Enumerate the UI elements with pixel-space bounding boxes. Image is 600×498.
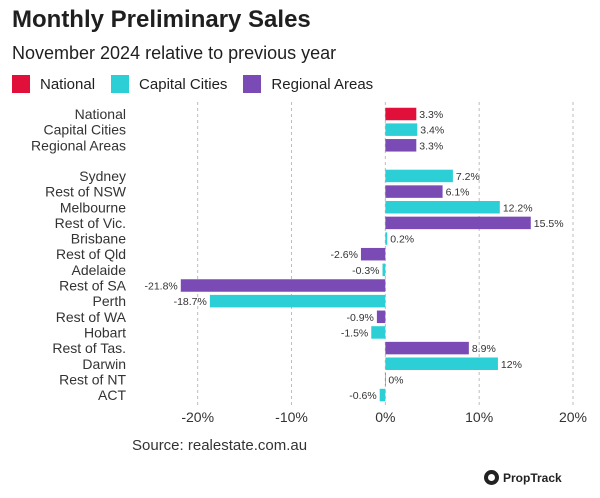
data-label: 12.2% xyxy=(503,202,533,214)
data-label: 7.2% xyxy=(456,171,480,183)
data-label: 6.1% xyxy=(446,187,470,199)
data-label: 12% xyxy=(501,359,522,371)
bar xyxy=(385,232,388,245)
legend-swatch-regional-areas xyxy=(243,75,262,93)
category-label: Hobart xyxy=(84,324,126,340)
data-label: 8.9% xyxy=(472,343,496,355)
legend-label-regional-areas: Regional Areas xyxy=(271,75,374,93)
bar xyxy=(385,139,417,152)
data-label: 0.2% xyxy=(390,234,414,246)
bar xyxy=(385,107,417,121)
data-label: 3.3% xyxy=(419,109,443,121)
x-tick-label: 10% xyxy=(465,409,493,425)
legend-item-capital-cities: Capital Cities xyxy=(111,75,227,93)
data-label: 3.3% xyxy=(419,140,443,152)
legend-item-regional-areas: Regional Areas xyxy=(243,75,373,93)
bar xyxy=(376,310,386,324)
category-label: Rest of Vic. xyxy=(55,215,126,231)
data-label: -21.8% xyxy=(145,281,178,293)
chart-title: Monthly Preliminary Sales xyxy=(12,6,311,33)
legend-swatch-capital-cities xyxy=(111,75,130,93)
source-note: Source: realestate.com.au xyxy=(132,437,308,454)
data-label: 0% xyxy=(388,374,403,386)
category-label: Adelaide xyxy=(72,262,127,278)
bar xyxy=(385,216,531,230)
category-label: Brisbane xyxy=(71,231,126,247)
bar xyxy=(385,357,498,370)
legend-swatch-national xyxy=(12,75,30,93)
bar xyxy=(360,247,386,261)
bar xyxy=(209,294,386,308)
data-label: -1.5% xyxy=(341,327,368,339)
data-label: -0.3% xyxy=(352,265,379,277)
data-label: 15.5% xyxy=(534,218,564,230)
data-label: 3.4% xyxy=(420,125,444,137)
bar xyxy=(371,326,386,339)
category-label: Rest of NSW xyxy=(45,184,127,200)
bar xyxy=(385,123,418,136)
bar xyxy=(385,201,500,214)
category-label: National xyxy=(75,106,126,122)
data-label: -0.9% xyxy=(346,312,373,324)
chart-subtitle: November 2024 relative to previous year xyxy=(12,43,337,63)
legend-label-national: National xyxy=(40,75,96,93)
category-label: Rest of Tas. xyxy=(52,340,126,356)
bar xyxy=(385,373,386,386)
bar xyxy=(385,341,469,355)
category-label: Perth xyxy=(93,293,126,309)
category-label: Rest of Qld xyxy=(56,246,126,262)
data-label: -2.6% xyxy=(331,249,358,261)
category-label: Darwin xyxy=(82,356,126,372)
data-label: -18.7% xyxy=(174,296,207,308)
bar xyxy=(385,169,453,183)
legend-item-national: National xyxy=(12,75,95,93)
brand-name: PropTrack xyxy=(503,470,562,485)
category-label: Capital Cities xyxy=(44,122,126,138)
bar xyxy=(379,388,386,402)
bar xyxy=(382,263,386,277)
brand-logo: PropTrack xyxy=(484,470,562,485)
x-tick-label: 0% xyxy=(375,409,395,425)
category-label: Melbourne xyxy=(60,199,126,215)
bar xyxy=(385,185,443,198)
bar xyxy=(180,279,386,292)
bar-chart: -20% -10% 0% 10% 20% National 3.3% Capital Citi… xyxy=(31,102,587,425)
x-tick-label: -10% xyxy=(275,409,308,425)
category-label: Regional Areas xyxy=(31,137,126,153)
category-label: ACT xyxy=(98,387,126,403)
category-label: Rest of WA xyxy=(56,309,127,325)
proptrack-logo-icon xyxy=(484,470,499,485)
data-label: -0.6% xyxy=(349,390,376,402)
legend: National Capital Cities Regional Areas xyxy=(12,75,389,93)
category-label: Rest of SA xyxy=(59,278,127,294)
category-label: Rest of NT xyxy=(59,371,126,387)
x-tick-label: -20% xyxy=(181,409,214,425)
x-tick-label: 20% xyxy=(559,409,587,425)
category-label: Sydney xyxy=(79,168,126,184)
legend-label-capital-cities: Capital Cities xyxy=(139,75,228,93)
